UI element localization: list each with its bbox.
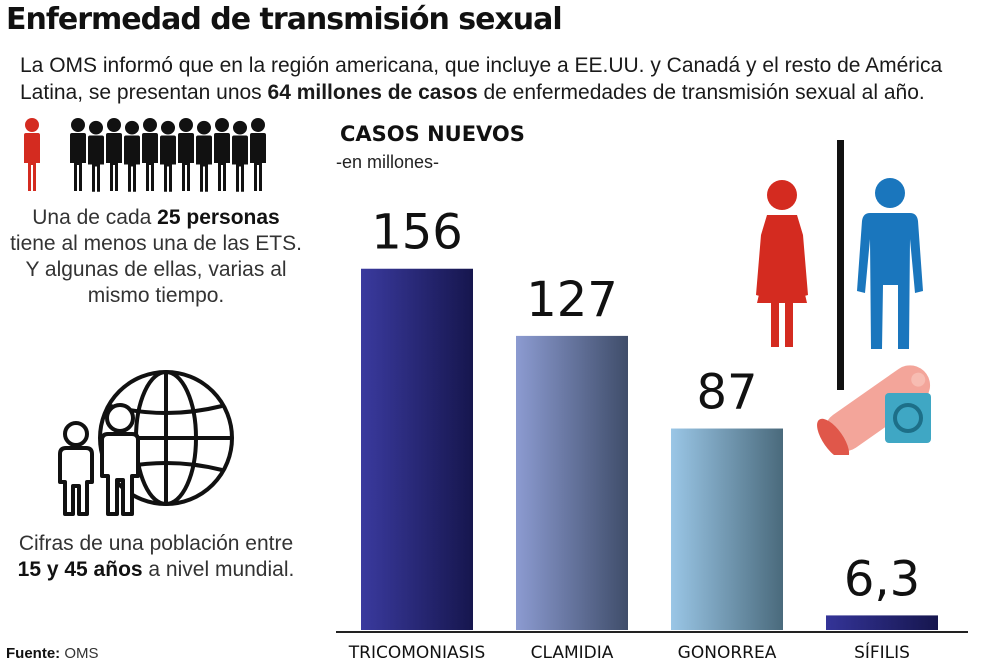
source-value: OMS [64, 645, 99, 662]
category-label: SÍFILIS [854, 641, 910, 663]
source-note: Fuente: OMS [6, 645, 99, 662]
value-label: 127 [526, 272, 618, 328]
bar-tricomoniasis [361, 268, 473, 630]
page-title: Enfermedad de transmisión sexual [6, 2, 563, 37]
bar-sífilis [826, 615, 938, 630]
population-note-part1: Cifras de una población entre [18, 532, 294, 555]
divider-icon [837, 140, 844, 390]
stat-note-bold: 25 personas [157, 206, 280, 229]
source-label: Fuente: [6, 645, 61, 662]
intro-text-bold: 64 millones de casos [267, 81, 478, 104]
value-label: 6,3 [844, 551, 920, 607]
category-label: CLAMIDIA [531, 643, 614, 663]
population-note-bold: 15 y 45 años [17, 558, 143, 581]
value-label: 87 [696, 365, 757, 421]
intro-text-part1: La OMS informó que en la región american… [20, 54, 943, 104]
bar-clamidia [516, 335, 628, 630]
population-note-part2: a nivel mundial. [142, 558, 295, 581]
category-label: GONORREA [678, 643, 777, 663]
intro-text-part2: de enfermedades de transmisión sexual al… [477, 81, 925, 104]
female-icon [756, 180, 808, 347]
gender-decoration [756, 140, 931, 455]
bar-gonorrea [671, 428, 783, 630]
stat-note-part1: Una de cada [32, 206, 158, 229]
stat-note-part2: tiene al menos una de las ETS. Y algunas… [10, 232, 302, 307]
condom-icon [817, 365, 931, 455]
stat-note: Una de cada 25 personas tiene al menos u… [8, 205, 304, 309]
value-label: 156 [371, 205, 463, 261]
male-icon [857, 178, 923, 349]
population-note: Cifras de una población entre 15 y 45 añ… [8, 531, 304, 583]
chart-title: CASOS NUEVOS [340, 122, 525, 146]
category-label: TRICOMONIASIS [348, 643, 485, 663]
chart-subtitle: -en millones- [336, 152, 440, 172]
intro-text: La OMS informó que en la región american… [20, 52, 970, 106]
globe-family-icon [58, 370, 234, 516]
